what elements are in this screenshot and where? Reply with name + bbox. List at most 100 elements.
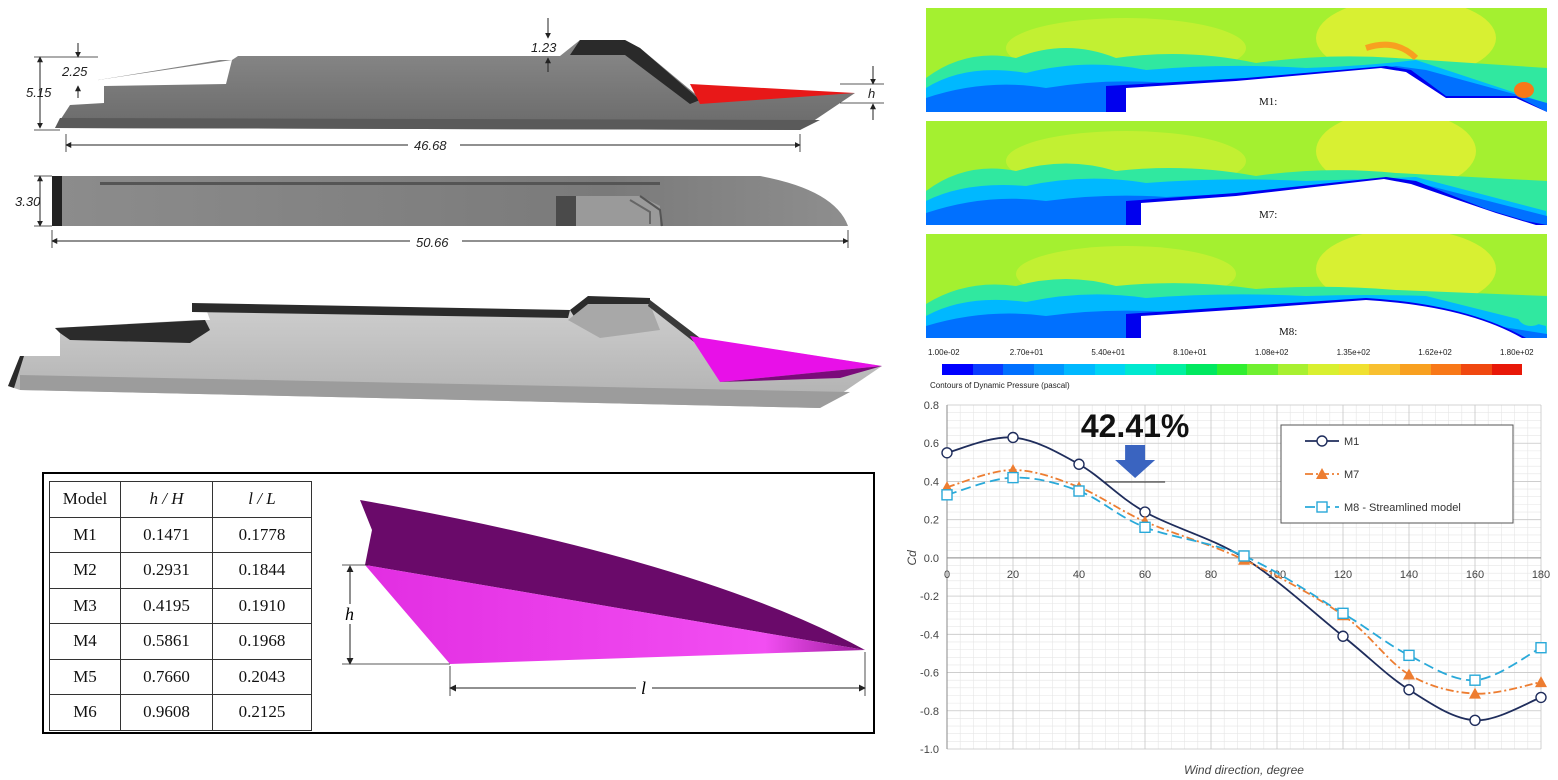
dim-stern-step: 2.25 [61, 64, 88, 79]
bow-highlight [690, 84, 855, 104]
bow-highlight-iso [690, 336, 882, 382]
data-point [1535, 691, 1547, 704]
data-point [1535, 676, 1547, 688]
legend-tick-label: 1.00e-02 [928, 348, 960, 357]
cell-l: 0.2125 [212, 694, 312, 731]
data-point [941, 447, 953, 459]
cell-h: 0.4195 [120, 587, 213, 624]
legend-caption: Contours of Dynamic Pressure (pascal) [930, 381, 1070, 390]
legend-tick-label: 1.80e+02 [1500, 348, 1534, 357]
legend-swatch [1033, 364, 1065, 375]
legend-marker [1316, 435, 1328, 447]
legend-swatch [1338, 364, 1370, 375]
contour-legend: 1.00e-02 2.70e+01 5.40e+01 8.10e+01 1.08e+02… [928, 348, 1538, 390]
x-tick-label: 180 [1532, 569, 1550, 581]
table-panel [42, 472, 875, 734]
data-point [1007, 471, 1019, 484]
data-point [941, 489, 953, 501]
dim-top-length: 50.66 [416, 235, 449, 250]
y-tick-label: 0.8 [924, 400, 939, 412]
data-point [1337, 630, 1349, 642]
y-axis-label: Cd [905, 550, 919, 566]
y-tick-label: 0.6 [924, 438, 939, 450]
cell-l: 0.1968 [212, 623, 312, 660]
contour-panel-m1: M1: [926, 8, 1547, 112]
legend-swatch [1491, 364, 1523, 375]
annotation-label: 42.41% [1081, 408, 1190, 444]
cell-l: 0.1844 [212, 552, 312, 589]
legend-swatch [1155, 364, 1187, 375]
y-tick-label: 0.2 [924, 515, 939, 527]
y-tick-label: 0.4 [924, 476, 939, 488]
bow-detail-drawing: h l [342, 500, 866, 698]
series-line-2 [946, 469, 1542, 695]
header-l-over-L: l / L [212, 481, 312, 518]
model-table: Model h / H l / L M1 0.1471 0.1778 M2 0.293… [49, 481, 312, 731]
legend-label: M7 [1344, 469, 1359, 481]
data-point [1337, 607, 1349, 620]
legend-swatch [1430, 364, 1462, 375]
bow-h-label: h [345, 604, 354, 624]
hull-side-view [55, 40, 855, 130]
legend-swatch [1216, 364, 1248, 375]
bow-upper-surface [360, 500, 865, 650]
legend-swatch [1277, 364, 1309, 375]
dim-top-height: 1.23 [531, 40, 557, 55]
data-point [1139, 521, 1151, 534]
x-axis-label: Wind direction, degree [1184, 763, 1304, 777]
data-point [1535, 642, 1547, 654]
table-row: M6 0.9608 0.2125 [49, 694, 312, 731]
contour-plot [926, 121, 1547, 225]
contour-label-m1: M1: [1259, 96, 1278, 108]
data-point [1073, 485, 1085, 497]
x-tick-label: 100 [1268, 569, 1286, 581]
data-point [1403, 668, 1415, 680]
legend-tick-label: 2.70e+01 [1009, 348, 1044, 357]
data-point [1073, 458, 1085, 470]
cell-model: M4 [49, 623, 121, 660]
hull-top-view [52, 176, 848, 227]
table-row: M3 0.4195 0.1910 [49, 587, 312, 624]
data-point [1469, 714, 1481, 727]
legend-tick-label: 1.08e+02 [1254, 348, 1289, 357]
data-point [1238, 550, 1250, 562]
data-point [1469, 687, 1481, 699]
legend-swatch [1003, 364, 1034, 375]
legend-swatch [1186, 364, 1217, 375]
legend-swatch [1247, 364, 1278, 375]
data-point [1469, 674, 1481, 686]
x-tick-label: 20 [1007, 569, 1019, 581]
legend-swatch [1094, 364, 1126, 375]
hull-drawing: 5.15 2.25 1.23 h 46.68 3.30 50.66 [8, 18, 884, 408]
legend-color-bar [942, 364, 1523, 375]
legend-tick-label: 1.62e+02 [1418, 348, 1452, 357]
table-row: M5 0.7660 0.2043 [49, 658, 312, 695]
cell-model: M6 [49, 694, 121, 731]
cell-model: M2 [49, 552, 121, 589]
data-point [1007, 431, 1019, 444]
legend-swatch [1308, 364, 1339, 375]
y-tick-label: -0.6 [920, 668, 939, 680]
x-tick-label: 140 [1400, 569, 1418, 581]
contour-plot [926, 234, 1547, 338]
x-tick-label: 160 [1466, 569, 1484, 581]
cd-chart: -1.0 -0.8 -0.6 -0.4 -0.2 0.0 0.2 0.4 0.6 0.8 0 20 40… [905, 400, 1550, 777]
contour-panel-m8: M8: [926, 234, 1547, 338]
header-h-over-H: h / H [120, 481, 213, 518]
legend-swatch [1399, 364, 1431, 375]
table-row: M4 0.5861 0.1968 [49, 623, 312, 660]
cell-l: 0.1910 [212, 587, 312, 624]
cell-h: 0.1471 [120, 516, 213, 553]
x-tick-label: 80 [1205, 569, 1217, 581]
legend-tick-label: 5.40e+01 [1091, 348, 1126, 357]
legend-swatch [1064, 364, 1095, 375]
table-row: M1 0.1471 0.1778 [49, 516, 312, 553]
table-header-row: Model h / H l / L [49, 481, 312, 518]
legend-label: M1 [1344, 436, 1359, 448]
legend-tick-label: 1.35e+02 [1336, 348, 1371, 357]
cell-model: M1 [49, 516, 121, 553]
series-line-3 [946, 476, 1542, 682]
dim-beam: 3.30 [15, 194, 41, 209]
cell-model: M3 [49, 587, 121, 624]
x-tick-label: 120 [1334, 569, 1352, 581]
